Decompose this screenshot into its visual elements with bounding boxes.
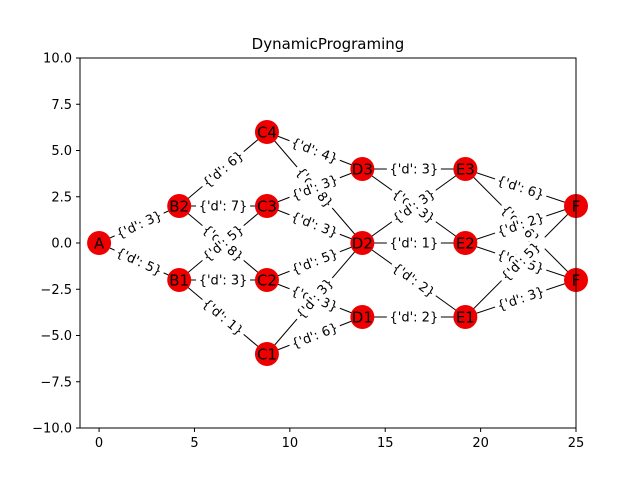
y-tick-label: −7.5: [40, 375, 72, 390]
x-tick-label: 20: [472, 436, 489, 451]
y-tick-label: 7.5: [51, 98, 72, 113]
edge-label: {'d': 7}: [196, 198, 251, 215]
x-tick-label: 15: [377, 436, 394, 451]
edge-label: {'d': 2}: [386, 309, 441, 326]
edge-label: {'d': 1}: [386, 235, 441, 252]
edge-label-text: {'d': 1}: [389, 237, 438, 252]
node-label: A: [94, 235, 105, 253]
node-label: D2: [352, 235, 373, 253]
node-marker: [453, 231, 478, 255]
edge-label-box: [492, 171, 549, 204]
x-axis: 0 5 10 15 20 25: [95, 428, 584, 451]
edge-label-box: [111, 205, 168, 244]
edge-label-box: [387, 183, 441, 229]
node-marker: [350, 157, 375, 181]
node-label: C2: [257, 272, 277, 290]
node-marker: [453, 157, 478, 181]
plot-area: [80, 58, 576, 428]
edge-label-box: [286, 170, 343, 205]
edge-label-box: [286, 207, 343, 242]
y-tick-label: 5.0: [51, 144, 72, 159]
edge-label-box: [286, 133, 343, 168]
edge-label-box: [387, 257, 441, 303]
y-tick-label: −10.0: [32, 422, 72, 437]
edge-label-box: [197, 145, 249, 193]
edge-label-text: {'d': 3}: [389, 163, 438, 178]
node-marker: [254, 342, 279, 366]
edge-label-box: [386, 235, 441, 251]
node-label: C4: [257, 124, 277, 142]
node-label: D1: [352, 309, 373, 327]
edge-label-box: [286, 318, 343, 353]
x-tick-label: 5: [190, 436, 198, 451]
edge-label-box: [290, 272, 339, 325]
edge-label-box: [492, 282, 549, 315]
x-tick-label: 10: [282, 436, 299, 451]
edge-label-text: {'d': 2}: [389, 311, 438, 326]
node-label: C1: [257, 346, 277, 364]
y-axis: 10.0 7.5 5.0 2.5 0.0 −2.5 −5.0 −7.5 −10.0: [32, 52, 80, 437]
node-label: B2: [169, 198, 189, 216]
edge-label-box: [495, 236, 546, 287]
edge-label-box: [196, 272, 251, 288]
node-marker: [87, 231, 112, 255]
y-tick-label: −2.5: [40, 283, 72, 298]
edge-label-text: {'d': 3}: [199, 274, 248, 289]
node-label: E2: [456, 235, 475, 253]
y-tick-label: 10.0: [43, 52, 72, 67]
y-tick-label: 0.0: [51, 237, 72, 252]
node-marker: [350, 231, 375, 255]
chart-title: DynamicPrograming: [252, 35, 405, 53]
node-label: B1: [169, 272, 189, 290]
plot-frame: [79, 57, 577, 429]
node-marker: [167, 268, 192, 292]
node-marker: [254, 194, 279, 218]
node-label: E1: [456, 309, 475, 327]
edge-label-box: [111, 242, 168, 281]
node-marker: [167, 194, 192, 218]
edge-label: {'d': 3}: [196, 272, 251, 289]
edge-label-box: [196, 198, 251, 214]
edge-labels-layer: {'d': 3}{'d': 5}{'d': 6}{'d': 7}{'d': 8}…: [111, 133, 549, 353]
node-label: E3: [456, 161, 475, 179]
node-marker: [254, 120, 279, 144]
edge-label: {'d': 3}: [386, 161, 441, 178]
edge-label-box: [286, 244, 343, 279]
node-marker: [350, 305, 375, 329]
edge-label-box: [197, 293, 249, 341]
y-tick-label: −5.0: [40, 329, 72, 344]
edge-label-box: [492, 208, 549, 241]
edge-label-box: [386, 309, 441, 325]
edge-label-box: [197, 219, 249, 267]
x-tick-label: 25: [568, 436, 585, 451]
x-tick-label: 0: [95, 436, 103, 451]
node-label: C3: [257, 198, 277, 216]
y-tick-label: 2.5: [51, 190, 72, 205]
node-marker: [254, 268, 279, 292]
edge-label-text: {'d': 7}: [199, 200, 248, 215]
edge-label-box: [386, 161, 441, 177]
node-label: D3: [352, 161, 373, 179]
node-marker: [453, 305, 478, 329]
